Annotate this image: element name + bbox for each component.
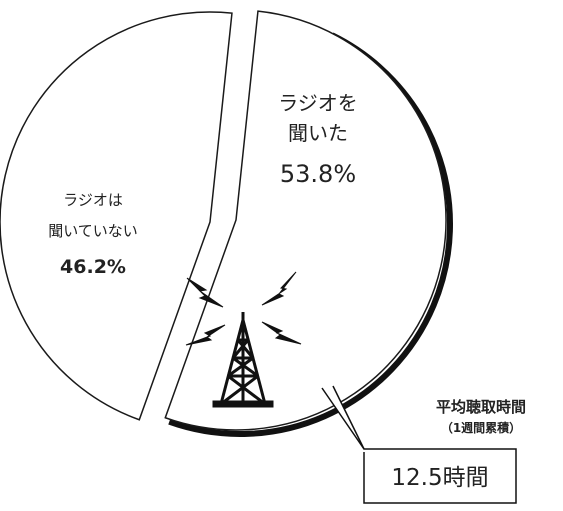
slice-label-listened-line2: 聞いた [288,121,348,145]
slice-label-not-listened-line2: 聞いていない [48,222,138,240]
slice-not-listened [0,11,233,421]
slice-listened [164,10,447,431]
radio-tower-icon [185,271,302,408]
callout: 12.5時間 [321,385,517,504]
slice-label-listened-line1: ラジオを [278,91,358,115]
slice-label-not-listened-line1: ラジオは [63,191,123,209]
slice-value-listened: 53.8% [280,160,356,188]
slice-value-not-listened: 46.2% [60,256,126,278]
slice-listened-shadow [168,32,453,438]
callout-title: 平均聴取時間 [436,398,526,416]
callout-note: （1週間累積） [441,420,521,435]
callout-value: 12.5時間 [391,465,488,491]
